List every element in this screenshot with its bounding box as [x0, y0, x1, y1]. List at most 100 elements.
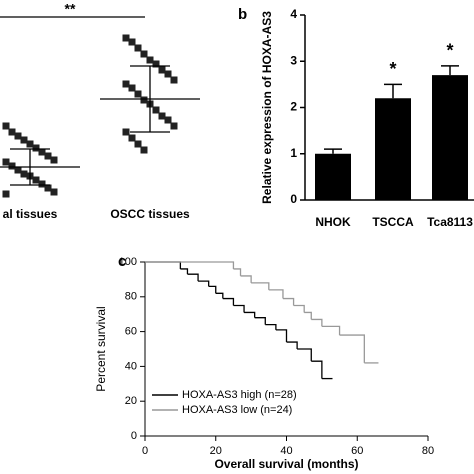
y-tick-label: 80: [125, 291, 137, 303]
survival-step: [198, 280, 210, 287]
dot: [32, 144, 40, 152]
significance: **: [65, 1, 76, 17]
x-axis-label: Overall survival (months): [214, 457, 358, 471]
y-tick-label: 60: [125, 326, 137, 338]
dot: [2, 190, 10, 198]
dot: [140, 96, 148, 104]
legend-label: HOXA-AS3 high (n=28): [182, 389, 297, 401]
panel-label: c: [118, 253, 126, 270]
survival-step: [311, 318, 323, 327]
bar: [375, 98, 411, 200]
survival-step: [254, 317, 266, 325]
x-tick-label: OSCC tissues: [110, 207, 190, 221]
survival-step: [275, 329, 288, 343]
dot: [170, 76, 178, 84]
survival-step: [244, 311, 256, 318]
dot: [164, 70, 172, 78]
dot: [32, 176, 40, 184]
y-tick-label: 100: [119, 256, 137, 268]
dot: [158, 66, 166, 74]
survival-step: [268, 289, 284, 299]
dot: [20, 170, 28, 178]
y-axis-label: Percent survival: [94, 306, 108, 391]
dot: [122, 34, 130, 42]
dot: [14, 132, 22, 140]
y-tick-label: 4: [290, 7, 297, 21]
dot: [2, 122, 10, 130]
dot: [134, 90, 142, 98]
x-tick-label: 80: [422, 445, 434, 457]
x-tick-label: Tca8113: [427, 215, 473, 229]
y-tick-label: 20: [125, 395, 137, 407]
dot: [146, 56, 154, 64]
panel-label: b: [238, 6, 247, 23]
x-tick-label: NHOK: [315, 215, 351, 229]
survival-step: [145, 261, 182, 269]
dot: [128, 84, 136, 92]
dot: [122, 128, 130, 136]
survival-step: [293, 304, 305, 313]
survival-step: [233, 304, 245, 313]
survival-step: [265, 323, 277, 330]
dot: [170, 122, 178, 130]
dot: [44, 152, 52, 160]
dot: [20, 136, 28, 144]
survival-step: [321, 325, 341, 336]
x-tick-label: 60: [351, 445, 363, 457]
survival-step: [304, 311, 312, 320]
bar: [432, 75, 468, 200]
dot: [122, 80, 130, 88]
survival-step: [222, 297, 235, 306]
survival-step: [233, 268, 242, 276]
dot: [38, 148, 46, 156]
dot: [14, 166, 22, 174]
y-tick-label: 2: [290, 100, 297, 114]
survival-step: [311, 360, 323, 379]
survival-step: [251, 282, 270, 290]
dot: [152, 60, 160, 68]
dot: [26, 140, 34, 148]
y-tick-label: 40: [125, 360, 137, 372]
survival-step: [286, 341, 298, 349]
survival-step: [282, 297, 295, 306]
x-tick-label: TSCCA: [372, 215, 414, 229]
x-tick-label: 20: [210, 445, 222, 457]
dot: [8, 162, 16, 170]
dot: [158, 112, 166, 120]
x-tick-label: al tissues: [3, 207, 58, 221]
legend-label: HOXA-AS3 low (n=24): [182, 404, 292, 416]
x-tick-label: 40: [280, 445, 292, 457]
dot: [50, 156, 58, 164]
survival-step: [180, 268, 189, 275]
bar: [315, 153, 351, 200]
dot: [2, 158, 10, 166]
dot: [38, 180, 46, 188]
dot: [128, 134, 136, 142]
dot: [8, 128, 16, 136]
survival-step: [215, 292, 224, 299]
dot: [44, 184, 52, 192]
significance: *: [446, 41, 453, 61]
x-tick-label: 0: [142, 445, 148, 457]
survival-step: [208, 285, 217, 294]
survival-step: [145, 261, 235, 269]
significance: *: [389, 59, 396, 79]
dot: [140, 50, 148, 58]
dot: [128, 38, 136, 46]
survival-step: [339, 334, 365, 363]
survival-step: [297, 348, 312, 362]
y-tick-label: 0: [131, 430, 137, 442]
dot: [164, 116, 172, 124]
dot: [50, 188, 58, 196]
y-tick-label: 3: [290, 53, 297, 67]
dot: [134, 140, 142, 148]
survival-step: [240, 275, 252, 283]
dot: [140, 146, 148, 154]
y-tick-label: 0: [290, 192, 297, 206]
dot: [134, 44, 142, 52]
dot: [152, 106, 160, 114]
survival-step: [187, 273, 199, 282]
y-axis-label: Relative expression of HOXA-AS3: [260, 11, 274, 204]
